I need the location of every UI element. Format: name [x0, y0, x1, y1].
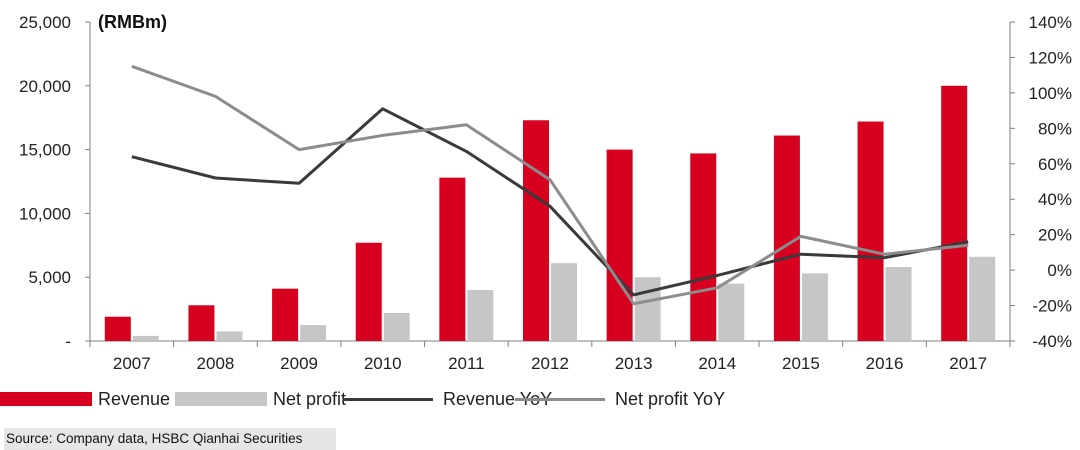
left-axis-tick-label: 25,000 — [19, 13, 71, 32]
x-axis-tick-label: 2010 — [364, 354, 402, 373]
source-note: Source: Company data, HSBC Qianhai Secur… — [4, 428, 336, 450]
line-net-profit-yoy — [131, 64, 969, 306]
x-axis-tick-label: 2017 — [949, 354, 987, 373]
left-axis-tick-label: 15,000 — [19, 141, 71, 160]
bar-net-profit — [969, 256, 996, 341]
right-axis-tick-label: 60% — [1038, 155, 1072, 174]
right-axis-tick-label: 140% — [1029, 13, 1072, 32]
bar-revenue — [439, 177, 466, 341]
left-axis-tick-label: 10,000 — [19, 204, 71, 223]
left-axis-tick-label: 5,000 — [28, 268, 71, 287]
legend-label-revenue: Revenue — [98, 388, 171, 409]
right-axis-tick-label: 100% — [1029, 84, 1072, 103]
legend-label-net-profit: Net profit — [273, 388, 347, 409]
legend-item-net-profit-yoy: Net profit YoY — [515, 384, 725, 414]
bar-revenue — [272, 288, 299, 341]
unit-label: (RMBm) — [98, 12, 167, 32]
bar-net-profit — [718, 283, 745, 341]
legend-swatch-revenue — [0, 392, 92, 406]
legend-item-revenue: Revenue — [0, 384, 170, 414]
right-axis-tick-label: 20% — [1038, 226, 1072, 245]
x-axis-tick-label: 2012 — [531, 354, 569, 373]
right-axis-tick-label: 80% — [1038, 119, 1072, 138]
bar-net-profit — [467, 289, 494, 341]
bar-revenue — [606, 149, 633, 341]
x-axis-tick-label: 2015 — [782, 354, 820, 373]
right-axis-tick-label: -20% — [1032, 297, 1072, 316]
legend-label-net-profit-yoy: Net profit YoY — [615, 388, 726, 409]
legend-item-revenue-yoy: Revenue YoY — [343, 384, 552, 414]
legend-swatch-revenue-yoy — [343, 397, 433, 401]
chart-lines — [131, 64, 969, 306]
right-axis-tick-label: 40% — [1038, 190, 1072, 209]
chart-tick-labels: - 5,000 10,000 15,000 20,000 25,000 -40% -20% 0%… — [19, 13, 1072, 373]
x-axis-tick-label: 2016 — [866, 354, 904, 373]
x-axis-tick-label: 2007 — [113, 354, 151, 373]
bar-net-profit — [801, 273, 828, 341]
x-axis-tick-label: 2013 — [615, 354, 653, 373]
right-axis-tick-label: 120% — [1029, 48, 1072, 67]
right-axis-tick-label: -40% — [1032, 332, 1072, 351]
legend-swatch-net-profit — [175, 392, 267, 406]
bar-net-profit — [132, 335, 159, 341]
bar-revenue — [104, 316, 131, 341]
bar-revenue — [941, 85, 968, 341]
x-axis-tick-label: 2008 — [197, 354, 235, 373]
chart-legend: Revenue Net profit Revenue YoY Net profi… — [0, 384, 1080, 414]
line-revenue-yoy — [131, 107, 969, 297]
legend-swatch-net-profit-yoy — [515, 397, 605, 401]
bar-revenue — [690, 153, 717, 341]
chart-axes — [85, 21, 1015, 347]
legend-item-net-profit: Net profit — [175, 384, 346, 414]
left-axis-tick-label: - — [65, 332, 71, 351]
bar-net-profit — [383, 312, 410, 341]
bar-revenue — [188, 305, 215, 341]
bar-revenue — [355, 242, 382, 341]
right-axis-tick-label: 0% — [1047, 261, 1072, 280]
x-axis-tick-label: 2011 — [448, 354, 485, 373]
legend-label-revenue-yoy: Revenue YoY — [443, 388, 553, 409]
bar-net-profit — [551, 263, 577, 341]
bar-net-profit — [216, 331, 243, 341]
x-axis-tick-label: 2009 — [280, 354, 318, 373]
chart-bars — [104, 85, 996, 341]
bar-revenue — [523, 120, 549, 341]
bar-net-profit — [885, 266, 912, 341]
bar-net-profit — [634, 277, 661, 341]
left-axis-tick-label: 20,000 — [19, 77, 71, 96]
chart: - 5,000 10,000 15,000 20,000 25,000 -40% -20% 0%… — [19, 12, 1072, 373]
bar-revenue — [857, 121, 884, 341]
bar-net-profit — [300, 325, 327, 341]
x-axis-tick-label: 2014 — [698, 354, 736, 373]
